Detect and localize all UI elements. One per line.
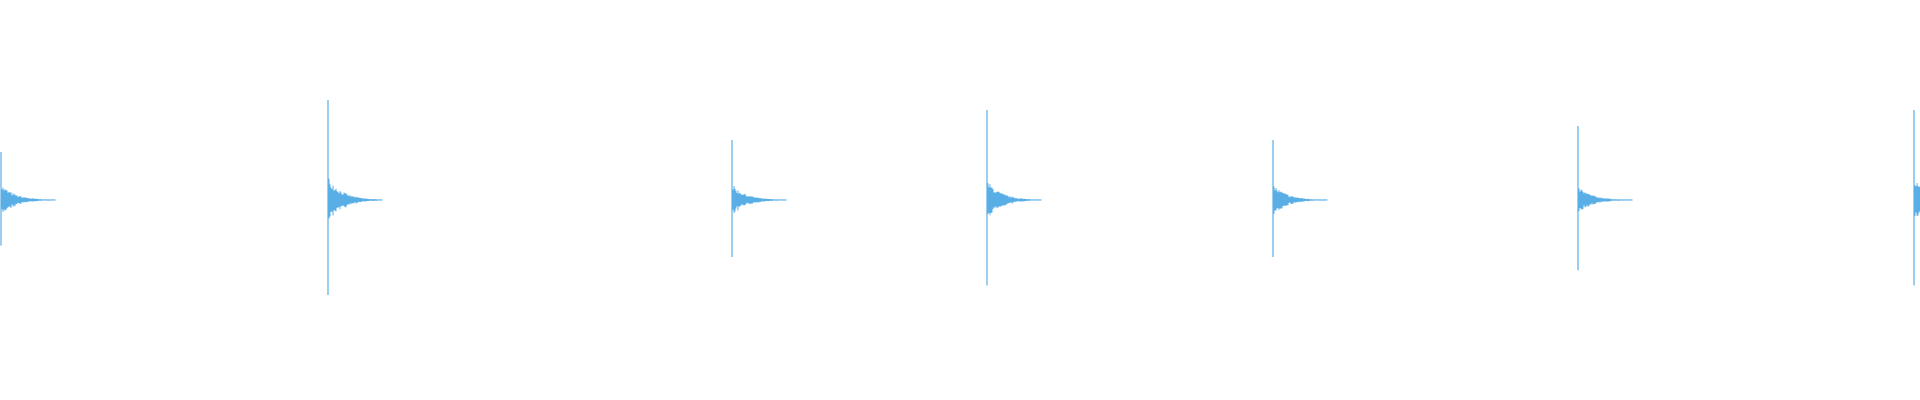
waveform-decay <box>1913 179 1920 221</box>
waveform-decay <box>1577 186 1633 215</box>
waveform-burst <box>731 140 787 257</box>
waveform-decay <box>731 186 787 213</box>
waveform-burst <box>0 152 56 246</box>
waveform-burst <box>986 110 1042 286</box>
waveform-decay <box>327 178 383 219</box>
waveform-decay <box>1272 186 1328 214</box>
waveform-burst <box>327 100 383 295</box>
waveform-decay <box>986 181 1042 219</box>
waveform-burst <box>1272 140 1328 257</box>
waveform-decay <box>0 187 56 212</box>
waveform-burst <box>1913 110 1920 286</box>
waveform-burst <box>1577 126 1633 271</box>
